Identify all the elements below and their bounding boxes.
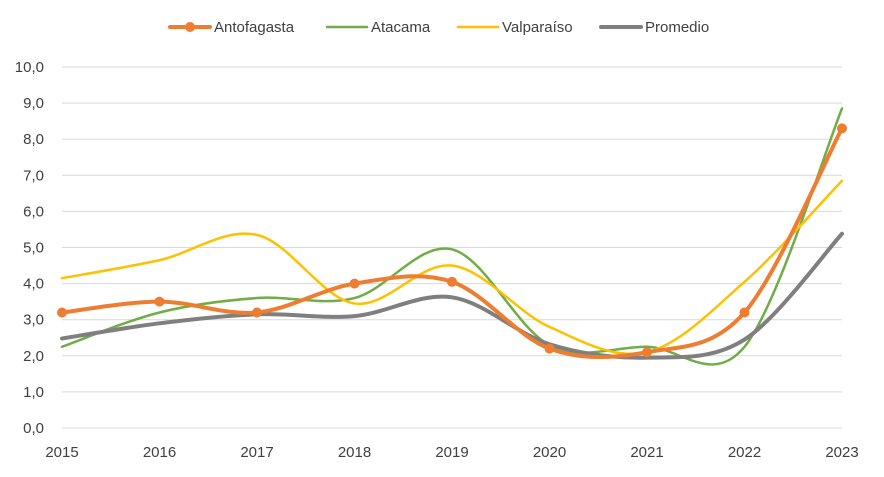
data-point-antofagasta — [739, 307, 750, 318]
x-axis-tick-labels: 2015 2016 2017 2018 2019 2020 2021 2022 2023 — [45, 444, 858, 461]
data-point-antofagasta — [349, 278, 360, 289]
legend-label-promedio: Promedio — [645, 19, 709, 36]
legend: Antofagasta Atacama Valparaíso Promedio — [168, 19, 709, 36]
y-tick-label: 9,0 — [23, 95, 44, 112]
data-point-antofagasta — [154, 296, 165, 307]
data-point-antofagasta — [642, 347, 652, 358]
x-tick-label: 2022 — [728, 444, 761, 461]
y-tick-label: 8,0 — [23, 131, 44, 148]
y-tick-label: 1,0 — [23, 384, 44, 401]
y-axis-tick-labels: 0,0 1,0 2,0 3,0 4,0 5,0 6,0 7,0 8,0 9,0 10,0 — [15, 59, 44, 437]
x-tick-label: 2017 — [240, 444, 273, 461]
legend-marker-antofagasta — [185, 22, 195, 32]
series-line-valparaiso — [60, 179, 844, 356]
x-tick-label: 2023 — [825, 444, 858, 461]
y-tick-label: 0,0 — [23, 420, 44, 437]
legend-label-atacama: Atacama — [371, 19, 431, 36]
y-tick-label: 6,0 — [23, 203, 44, 220]
y-tick-label: 2,0 — [23, 348, 44, 365]
data-point-antofagasta — [57, 307, 67, 318]
data-point-antofagasta — [447, 276, 457, 287]
x-tick-label: 2020 — [533, 444, 566, 461]
data-point-antofagasta — [544, 343, 555, 354]
legend-label-valparaiso: Valparaíso — [502, 19, 573, 36]
gridlines — [62, 66, 842, 393]
y-tick-label: 5,0 — [23, 240, 44, 257]
y-tick-label: 4,0 — [23, 276, 44, 293]
x-tick-label: 2016 — [143, 444, 176, 461]
series-line-atacama — [60, 107, 844, 366]
legend-label-antofagasta: Antofagasta — [214, 19, 295, 36]
x-tick-label: 2015 — [45, 444, 78, 461]
x-tick-label: 2019 — [435, 444, 468, 461]
y-tick-label: 10,0 — [15, 59, 44, 76]
data-point-antofagasta — [252, 307, 262, 318]
y-tick-label: 7,0 — [23, 167, 44, 184]
data-point-antofagasta — [837, 123, 847, 134]
series-line-promedio — [60, 231, 844, 360]
y-tick-label: 3,0 — [23, 312, 44, 329]
series-lines — [57, 107, 847, 366]
x-tick-label: 2021 — [630, 444, 663, 461]
x-tick-label: 2018 — [338, 444, 371, 461]
